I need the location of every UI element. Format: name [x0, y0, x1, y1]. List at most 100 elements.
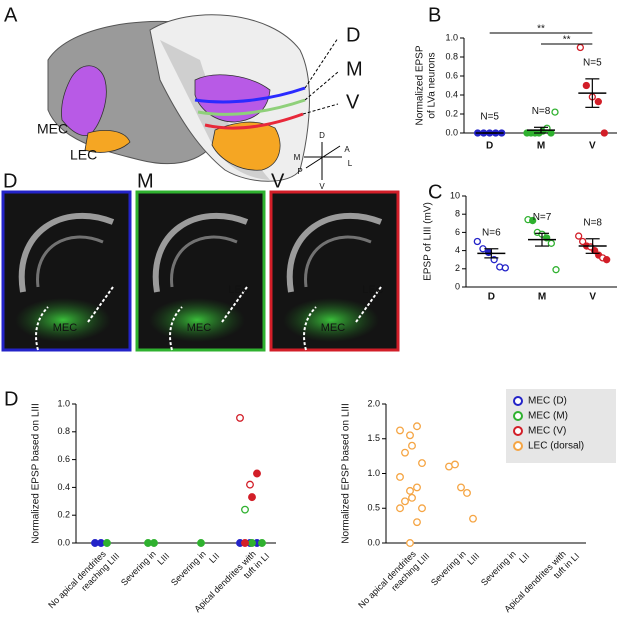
data-point [600, 129, 608, 137]
data-point [418, 504, 426, 513]
image-region-label: LEC [228, 284, 249, 296]
data-point [258, 539, 266, 547]
data-point [248, 493, 256, 502]
data-point [396, 473, 404, 481]
x-tick-label: Severing inLIII [429, 543, 481, 595]
y-tick-label: 0.4 [57, 482, 70, 492]
x-tick-label: Severing inLIII [119, 543, 171, 595]
level-label: M [346, 58, 363, 80]
image-tissue [170, 235, 238, 288]
y-tick-label: 0 [455, 281, 460, 291]
image-label: V [271, 170, 285, 192]
data-point [594, 98, 602, 106]
data-point [408, 441, 416, 450]
compass-label: A [344, 145, 350, 154]
image-tissue [36, 235, 104, 288]
n-label: N=8 [583, 217, 602, 228]
data-point [529, 216, 537, 225]
panel-label: C [428, 181, 442, 203]
data-point [241, 505, 249, 514]
data-point [408, 493, 416, 502]
x-tick-label: No apical dendritesreaching LIII [47, 543, 122, 618]
data-point [463, 489, 471, 497]
legend-label: LEC (dorsal) [528, 441, 584, 452]
data-point [413, 518, 421, 527]
n-label: N=5 [583, 57, 602, 68]
y-axis-label: EPSP of LIII (mV) [423, 202, 434, 281]
data-point [457, 483, 465, 492]
data-point [473, 237, 481, 246]
image-glow [283, 298, 379, 342]
image-boundary [35, 306, 49, 351]
image-boundary [221, 286, 248, 323]
y-tick-label: 1.0 [367, 468, 380, 478]
y-tick-label: 10 [450, 190, 460, 200]
significance-label: ** [563, 35, 571, 46]
data-point [248, 539, 256, 547]
data-point [579, 237, 587, 246]
data-point [547, 239, 555, 247]
data-point [582, 81, 590, 90]
data-point [576, 43, 584, 52]
data-point [401, 497, 409, 506]
y-tick-label: 4 [455, 245, 460, 255]
data-point [401, 448, 409, 457]
data-point [484, 248, 493, 257]
data-point [241, 539, 249, 547]
image-tissue [304, 235, 372, 288]
data-point [603, 256, 611, 264]
n-label: N=8 [532, 106, 551, 117]
y-tick-label: 8 [455, 209, 460, 219]
image-boundary [303, 306, 317, 351]
data-point [413, 422, 421, 431]
y-axis-label: Normalized EPSP based on LIII [31, 403, 42, 543]
image-region-label: MEC [321, 322, 346, 334]
legend-marker [513, 411, 523, 421]
image-region-label: LEC [362, 284, 383, 296]
level-label: D [346, 24, 360, 46]
y-tick-label: 6 [455, 227, 460, 237]
compass-label: P [297, 167, 302, 176]
data-point [451, 460, 459, 469]
x-tick-label: D [488, 292, 495, 303]
y-tick-label: 1.0 [445, 32, 458, 42]
legend-label: MEC (V) [528, 426, 566, 437]
image-boundary [87, 286, 114, 323]
legend-marker [513, 396, 523, 406]
image-label: D [3, 170, 17, 192]
image-region-label: MEC [53, 322, 78, 334]
data-point [406, 431, 414, 440]
n-label: N=5 [480, 112, 499, 123]
data-point [406, 539, 414, 547]
data-point [406, 486, 414, 495]
panel-label: D [4, 388, 18, 410]
y-tick-label: 0.0 [445, 127, 458, 137]
y-tick-label: 0.2 [57, 510, 70, 520]
y-tick-label: 0.5 [367, 503, 380, 513]
data-point [396, 426, 404, 435]
legend-marker [513, 426, 523, 436]
y-tick-label: 2 [455, 263, 460, 273]
image-glow [15, 298, 111, 342]
y-tick-label: 0.0 [367, 537, 380, 547]
compass-label: V [319, 182, 325, 191]
x-tick-label: M [537, 141, 545, 152]
y-tick-label: 1.0 [57, 398, 70, 408]
data-point [396, 504, 404, 513]
legend-marker [513, 441, 523, 451]
y-axis-label: of LVa neurons [427, 52, 438, 118]
region-label: MEC [37, 121, 68, 137]
image-region-label: MEC [187, 322, 212, 334]
significance-label: ** [537, 24, 545, 35]
data-point [103, 539, 111, 547]
region-label: LEC [70, 147, 97, 163]
data-point [413, 483, 421, 492]
data-point [469, 514, 477, 523]
data-point [246, 480, 254, 489]
panel-label: A [4, 4, 18, 26]
image-tissue [18, 212, 115, 293]
y-axis-label: Normalized EPSP [415, 45, 426, 125]
panel-label: B [428, 4, 441, 26]
y-tick-label: 0.0 [57, 537, 70, 547]
